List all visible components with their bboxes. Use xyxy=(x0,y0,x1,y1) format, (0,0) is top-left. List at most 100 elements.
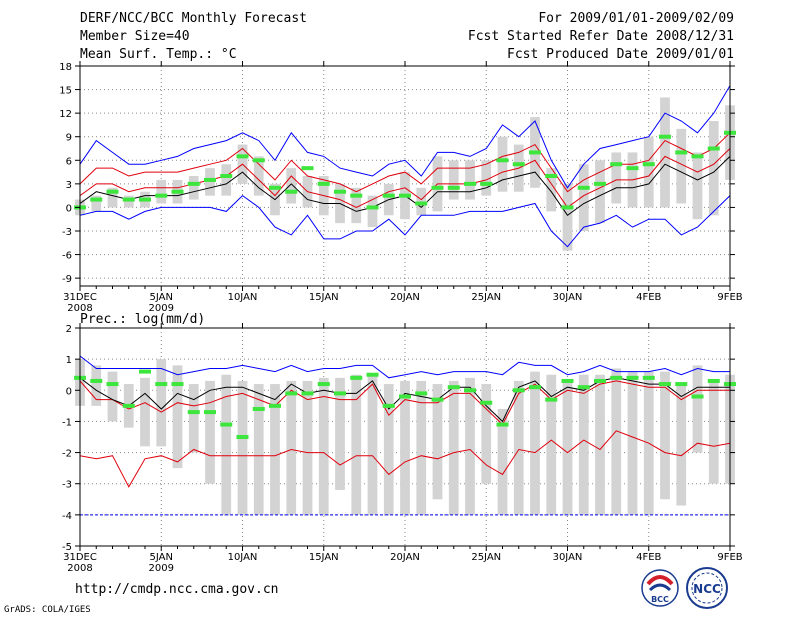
ensemble-bar xyxy=(91,365,102,406)
y-tick-label: -3 xyxy=(62,480,72,491)
ensemble-bar xyxy=(595,160,605,224)
forecast-marker xyxy=(106,382,119,387)
forecast-marker xyxy=(106,189,119,194)
x-tick-label: 15JAN xyxy=(309,292,339,303)
y-tick-label: -4 xyxy=(62,511,72,522)
ensemble-bar xyxy=(660,371,670,500)
ensemble-bar xyxy=(221,164,232,196)
forecast-marker xyxy=(626,375,639,380)
forecast-marker xyxy=(350,375,363,380)
forecast-marker xyxy=(90,197,103,202)
x-tick-label: 31DEC xyxy=(63,292,97,303)
ensemble-bar xyxy=(481,160,492,196)
ensemble-bar xyxy=(448,160,459,200)
ensemble-bar xyxy=(221,374,232,515)
ensemble-bar xyxy=(708,380,719,484)
forecast-marker xyxy=(334,391,346,396)
forecast-marker xyxy=(512,388,525,393)
forecast-marker xyxy=(317,382,330,387)
forecast-marker xyxy=(496,422,509,427)
ensemble-bar xyxy=(432,384,443,500)
forecast-marker xyxy=(317,181,330,186)
x-tick-label: 20JAN xyxy=(390,292,420,303)
x-tick-label: 15JAN xyxy=(309,552,339,563)
ensemble-bar xyxy=(497,408,508,515)
forecast-marker xyxy=(691,154,704,159)
grads-credit: GrADS: COLA/IGES xyxy=(4,605,91,615)
ensemble-bar xyxy=(351,374,362,515)
ensemble-bar xyxy=(660,97,670,208)
ensemble-bar xyxy=(367,374,378,515)
forecast-marker xyxy=(691,394,704,399)
ensemble-bar xyxy=(107,187,118,208)
ensemble-bar xyxy=(318,377,329,515)
forecast-marker xyxy=(399,193,411,198)
ensemble-bar xyxy=(530,371,540,515)
forecast-marker xyxy=(155,193,168,198)
y-tick-label: -6 xyxy=(62,251,72,262)
y-tick-label: 12 xyxy=(59,109,72,120)
forecast-marker xyxy=(301,391,314,396)
x-tick-label: 30JAN xyxy=(553,292,583,303)
forecast-marker xyxy=(269,403,281,408)
ensemble-bar xyxy=(497,136,508,192)
x-tick-year-label: 2008 xyxy=(67,303,92,314)
forecast-marker xyxy=(659,134,671,139)
forecast-marker xyxy=(139,197,151,202)
forecast-marker xyxy=(382,403,395,408)
forecast-marker xyxy=(399,394,411,399)
ensemble-bar xyxy=(383,384,394,515)
forecast-marker xyxy=(431,185,444,190)
forecast-marker xyxy=(220,422,233,427)
x-tick-label: 9FEB xyxy=(717,292,742,303)
ensemble-bar xyxy=(188,384,199,453)
forecast-marker xyxy=(90,378,103,383)
forecast-marker xyxy=(626,166,639,171)
outer-high-line xyxy=(79,85,731,189)
inner-low-line xyxy=(79,430,731,488)
ensemble-bar xyxy=(351,187,362,224)
forecast-marker xyxy=(594,378,606,383)
ensemble-bar xyxy=(91,195,102,212)
forecast-marker xyxy=(577,385,590,390)
x-tick-year-label: 2008 xyxy=(67,563,92,574)
ensemble-bar xyxy=(237,380,248,515)
forecast-marker xyxy=(382,193,395,198)
y-tick-label: 6 xyxy=(66,156,72,167)
forecast-marker xyxy=(610,375,623,380)
ensemble-bar xyxy=(562,183,573,251)
forecast-marker xyxy=(610,162,623,167)
outer-high-line xyxy=(79,355,730,379)
ensemble-bar xyxy=(692,365,703,453)
forecast-produced-date: Fcst Produced Date 2009/01/01 xyxy=(507,47,734,62)
ncc-logo: NCC xyxy=(686,567,728,609)
y-tick-label: -5 xyxy=(62,542,72,553)
forecast-marker xyxy=(496,158,509,163)
forecast-marker xyxy=(431,397,444,402)
x-tick-label: 20JAN xyxy=(390,552,420,563)
bcc-logo-label: BCC xyxy=(651,595,669,604)
ensemble-bar xyxy=(156,179,167,204)
ensemble-bar xyxy=(400,380,410,515)
forecast-marker xyxy=(642,375,655,380)
ensemble-bar xyxy=(611,152,622,204)
ensemble-bar xyxy=(140,377,150,447)
ensemble-bar xyxy=(302,380,313,515)
y-tick-label: 1 xyxy=(66,355,72,366)
x-tick-label: 4FEB xyxy=(636,292,661,303)
forecast-marker xyxy=(480,400,493,405)
x-tick-label: 10JAN xyxy=(228,292,258,303)
forecast-marker xyxy=(252,406,265,411)
ensemble-bar xyxy=(643,136,654,208)
ensemble-bar xyxy=(692,152,703,220)
y-tick-label: 2 xyxy=(66,324,72,335)
forecast-marker xyxy=(220,174,233,178)
forecast-marker xyxy=(529,385,541,390)
variable-label: Mean Surf. Temp.: °C xyxy=(80,47,237,62)
ensemble-bar xyxy=(156,359,167,447)
source-url[interactable]: http://cmdp.ncc.cma.gov.cn xyxy=(75,582,279,597)
ensemble-bar xyxy=(172,365,183,469)
y-tick-label: -3 xyxy=(62,227,72,238)
